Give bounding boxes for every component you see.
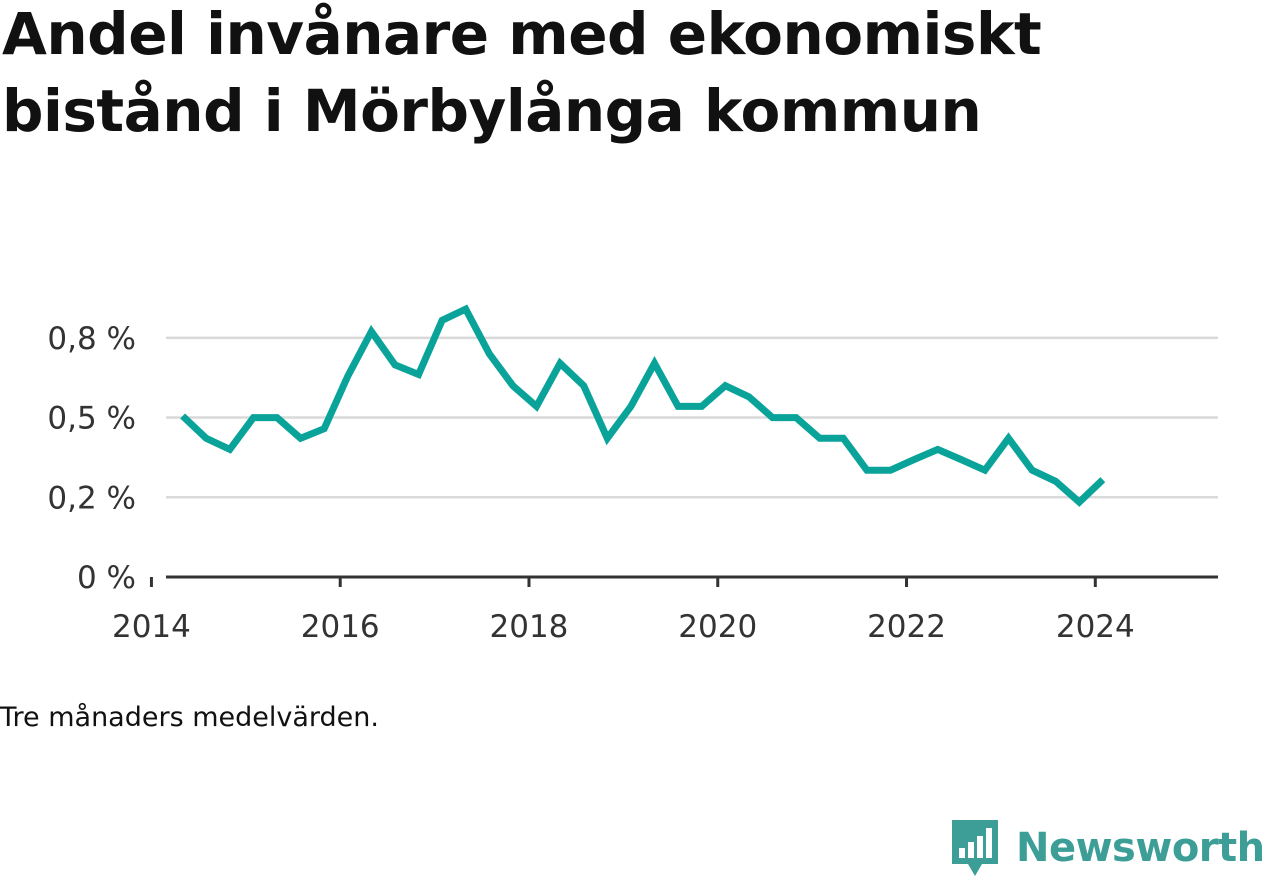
series-line-group	[180, 304, 1106, 507]
x-axis	[149, 575, 1218, 587]
bar-chart-speech-bubble-icon	[952, 820, 998, 876]
x-tick-labels: 2014 2016 2018 2020 2022 2024	[112, 609, 1135, 645]
x-tick-label: 2020	[678, 609, 757, 645]
y-tick-label: 0,8 %	[47, 321, 136, 357]
brand-logo: Newsworthy	[950, 818, 1262, 878]
footnote: Tre månaders medelvärden.	[0, 702, 379, 733]
chart-title: Andel invånare med ekonomiskt bistånd i …	[2, 0, 1042, 145]
x-tick-label: 2016	[301, 609, 380, 645]
brand-name: Newsworthy	[1016, 825, 1262, 871]
series-line	[180, 304, 1106, 507]
y-tick-label: 0,5 %	[47, 401, 136, 437]
x-tick-label: 2014	[112, 609, 191, 645]
y-gridlines	[166, 336, 1218, 499]
x-tick-label: 2022	[867, 609, 946, 645]
x-tick-label: 2018	[490, 609, 569, 645]
y-tick-label: 0 %	[77, 560, 136, 596]
y-tick-labels: 0 % 0,2 % 0,5 % 0,8 %	[47, 321, 136, 596]
x-tick-label: 2024	[1056, 609, 1135, 645]
y-tick-label: 0,2 %	[47, 480, 136, 516]
